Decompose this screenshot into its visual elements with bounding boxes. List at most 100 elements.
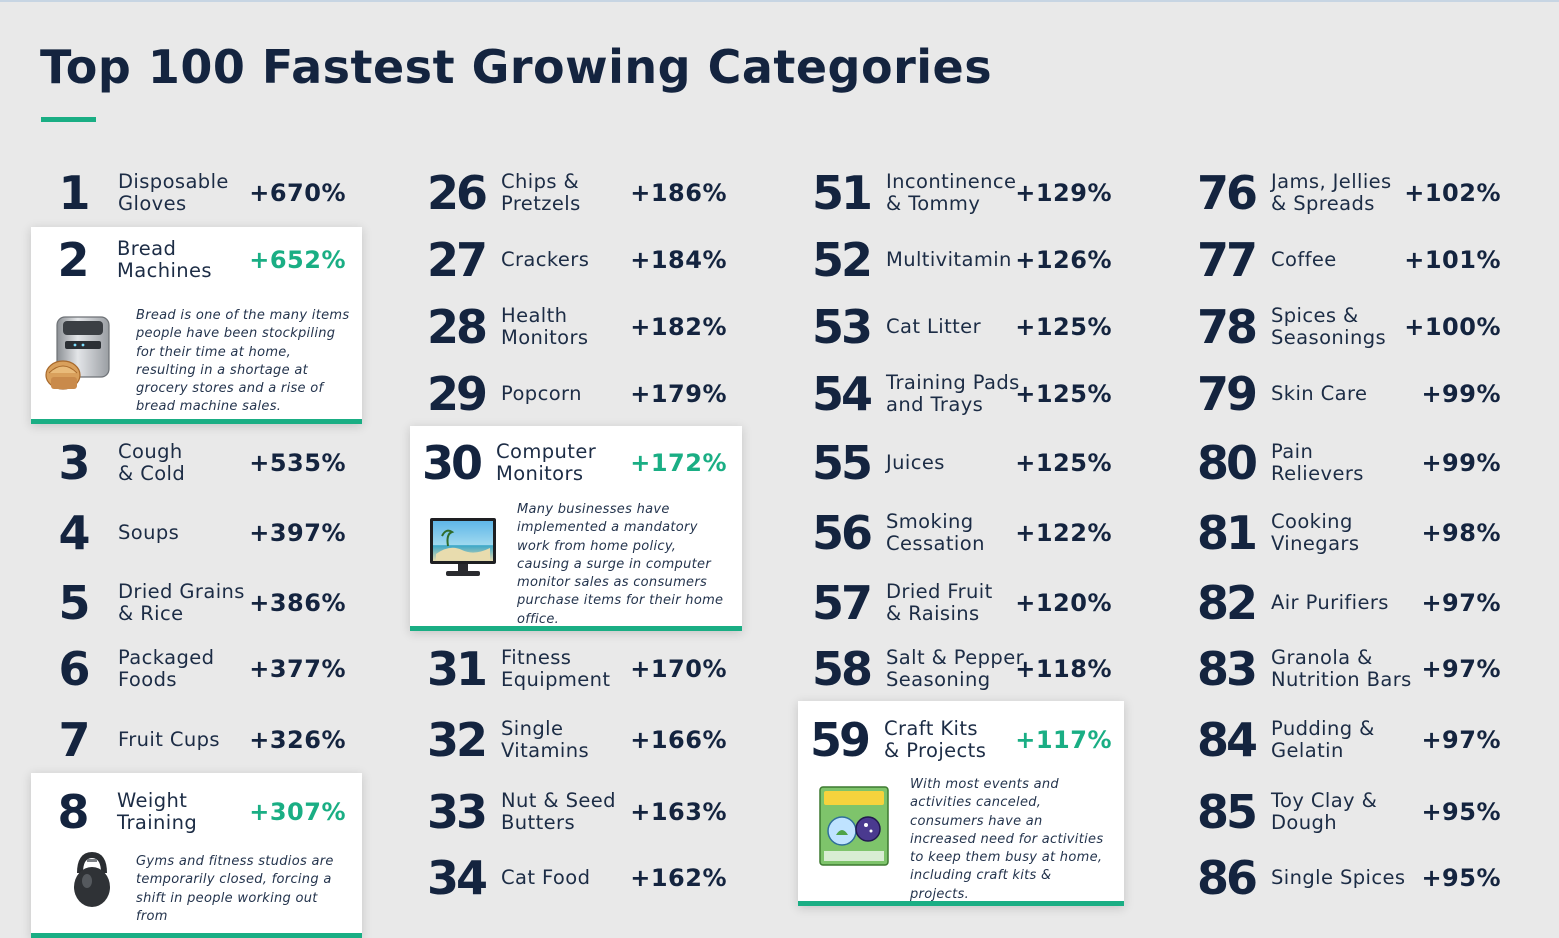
category-row: 7 Fruit Cups +326% <box>32 710 346 770</box>
category-rank: 79 <box>1196 367 1258 421</box>
category-name: Granola & Nutrition Bars <box>1271 646 1412 691</box>
category-rank: 54 <box>811 367 873 421</box>
category-rank: 85 <box>1196 785 1258 839</box>
category-rank: 83 <box>1196 642 1258 696</box>
category-row: 5 Dried Grains & Rice +386% <box>32 573 346 633</box>
category-name: Juices <box>886 451 945 474</box>
category-row: 6 Packaged Foods +377% <box>32 639 346 699</box>
category-name: Soups <box>118 521 180 544</box>
category-growth: +95% <box>1421 864 1501 892</box>
category-rank: 81 <box>1196 506 1258 560</box>
category-name: Weight Training <box>117 789 198 834</box>
category-rank: 55 <box>811 436 873 490</box>
category-name: Crackers <box>501 248 590 271</box>
category-growth: +172% <box>630 449 727 477</box>
computer-monitor-image <box>428 514 498 584</box>
category-rank: 58 <box>811 642 873 696</box>
category-row: 77 Coffee +101% <box>1185 230 1501 290</box>
category-name: Multivitamin <box>886 248 1012 271</box>
category-row: 32 Single Vitamins +166% <box>415 710 727 770</box>
category-name: Packaged Foods <box>118 646 215 691</box>
category-row: 4 Soups +397% <box>32 503 346 563</box>
category-growth: +97% <box>1421 726 1501 754</box>
category-growth: +166% <box>630 726 727 754</box>
category-rank: 34 <box>426 851 488 905</box>
category-growth: +307% <box>249 798 346 826</box>
category-name: Salt & Pepper Seasoning <box>886 646 1025 691</box>
category-name: Pudding & Gelatin <box>1271 717 1375 762</box>
category-rank: 82 <box>1196 576 1258 630</box>
category-growth: +95% <box>1421 798 1501 826</box>
category-row: 86 Single Spices +95% <box>1185 848 1501 908</box>
category-growth: +129% <box>1015 179 1112 207</box>
category-rank: 26 <box>426 166 488 220</box>
category-growth: +162% <box>630 864 727 892</box>
category-row: 3 Cough & Cold +535% <box>32 433 346 493</box>
category-rank: 8 <box>57 785 89 839</box>
category-row: 51 Incontinence & Tommy +129% <box>800 163 1112 223</box>
category-growth: +170% <box>630 655 727 683</box>
category-rank: 52 <box>811 233 873 287</box>
category-growth: +326% <box>249 726 346 754</box>
category-growth: +97% <box>1421 589 1501 617</box>
category-row: 34 Cat Food +162% <box>415 848 727 908</box>
category-note: With most events and activities canceled… <box>910 777 1104 902</box>
category-growth: +101% <box>1404 246 1501 274</box>
category-rank: 29 <box>426 367 488 421</box>
category-rank: 27 <box>426 233 488 287</box>
category-growth: +117% <box>1015 726 1112 754</box>
category-row: 27 Crackers +184% <box>415 230 727 290</box>
category-row: 80 Pain Relievers +99% <box>1185 433 1501 493</box>
category-growth: +182% <box>630 313 727 341</box>
category-row: 83 Granola & Nutrition Bars +97% <box>1185 639 1501 699</box>
category-rank: 1 <box>58 166 90 220</box>
category-rank: 57 <box>811 576 873 630</box>
category-growth: +100% <box>1404 313 1501 341</box>
category-growth: +397% <box>249 519 346 547</box>
category-row: 55 Juices +125% <box>800 433 1112 493</box>
category-name: Toy Clay & Dough <box>1271 789 1378 834</box>
category-rank: 4 <box>58 506 90 560</box>
category-growth: +125% <box>1015 449 1112 477</box>
category-rank: 33 <box>426 785 488 839</box>
category-rank: 28 <box>426 300 488 354</box>
category-rank: 51 <box>811 166 873 220</box>
category-note: Bread is one of the many items people ha… <box>136 308 350 415</box>
category-growth: +163% <box>630 798 727 826</box>
category-row: 58 Salt & Pepper Seasoning +118% <box>800 639 1112 699</box>
category-name: Spices & Seasonings <box>1271 304 1387 349</box>
category-name: Craft Kits & Projects <box>884 717 987 762</box>
category-row: 59 Craft Kits & Projects +117% <box>798 710 1112 770</box>
category-name: Single Vitamins <box>501 717 590 762</box>
category-growth: +120% <box>1015 589 1112 617</box>
category-row: 57 Dried Fruit & Raisins +120% <box>800 573 1112 633</box>
category-name: Skin Care <box>1271 382 1368 405</box>
category-rank: 31 <box>426 642 488 696</box>
category-name: Smoking Cessation <box>886 510 985 555</box>
category-name: Pain Relievers <box>1271 440 1364 485</box>
category-name: Jams, Jellies & Spreads <box>1271 170 1392 215</box>
page-title: Top 100 Fastest Growing Categories <box>40 40 993 94</box>
category-row: 30 Computer Monitors +172% <box>410 433 727 493</box>
category-name: Cooking Vinegars <box>1271 510 1360 555</box>
top-border <box>0 0 1559 2</box>
category-rank: 84 <box>1196 713 1258 767</box>
category-row: 79 Skin Care +99% <box>1185 364 1501 424</box>
category-name: Incontinence & Tommy <box>886 170 1017 215</box>
category-name: Cough & Cold <box>118 440 186 485</box>
category-row: 82 Air Purifiers +97% <box>1185 573 1501 633</box>
category-row: 81 Cooking Vinegars +98% <box>1185 503 1501 563</box>
category-rank: 76 <box>1196 166 1258 220</box>
category-note: Many businesses have implemented a manda… <box>517 502 724 627</box>
category-growth: +670% <box>249 179 346 207</box>
category-row: 78 Spices & Seasonings +100% <box>1185 297 1501 357</box>
featured-category-card: 30 Computer Monitors +172% Many businesses… <box>410 426 742 631</box>
category-growth: +99% <box>1421 449 1501 477</box>
category-row: 26 Chips & Pretzels +186% <box>415 163 727 223</box>
category-name: Single Spices <box>1271 866 1406 889</box>
category-growth: +99% <box>1421 380 1501 408</box>
kettlebell-image <box>69 851 115 911</box>
category-row: 84 Pudding & Gelatin +97% <box>1185 710 1501 770</box>
category-rank: 77 <box>1196 233 1258 287</box>
category-name: Health Monitors <box>501 304 589 349</box>
